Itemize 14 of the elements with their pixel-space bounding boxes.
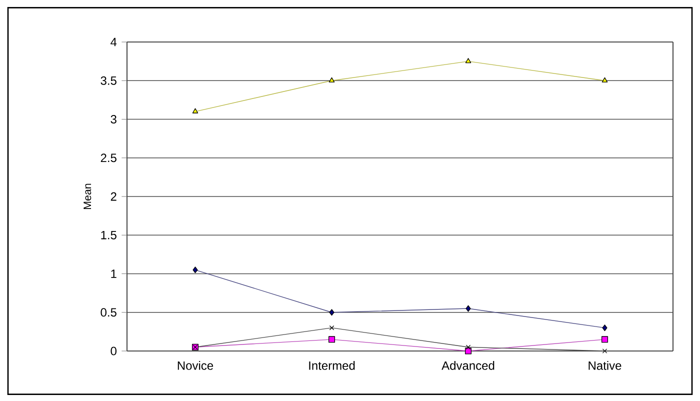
- y-axis-title: Mean: [84, 184, 92, 209]
- y-tick-label: 3: [110, 115, 116, 124]
- y-tick-label: 0: [110, 346, 116, 356]
- x-tick-label: Native: [588, 361, 622, 370]
- y-tick-label: 3.5: [100, 76, 116, 85]
- y-tick-label: 1: [111, 270, 116, 278]
- y-tick-label: 4: [110, 38, 117, 46]
- y-tick-label: 0.5: [100, 308, 116, 317]
- x-tick-label: Novice: [178, 361, 214, 370]
- x-tick-label: Intermed: [309, 361, 355, 370]
- y-tick-label: 2.5: [100, 154, 116, 162]
- y-tick-label: 2: [110, 192, 116, 201]
- y-tick-label: 1.5: [101, 230, 116, 240]
- x-tick-label: Advanced: [442, 361, 494, 370]
